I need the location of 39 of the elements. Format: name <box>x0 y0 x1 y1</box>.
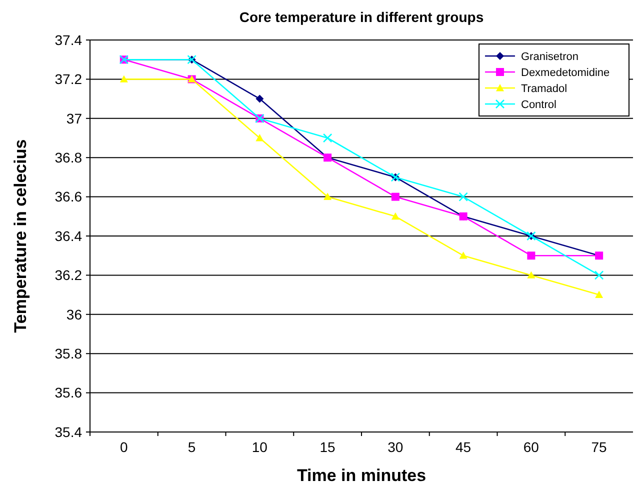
point <box>527 252 536 260</box>
x-tick-label: 10 <box>252 439 268 455</box>
y-tick-label: 36.8 <box>54 150 82 166</box>
x-tick-label: 5 <box>188 439 196 455</box>
x-tick-label: 60 <box>523 439 540 455</box>
point <box>324 192 332 200</box>
legend-label: Tramadol <box>521 82 568 95</box>
point <box>391 212 400 220</box>
y-tick-label: 35.4 <box>54 424 82 440</box>
y-axis-title: Temperature in celecius <box>11 139 30 333</box>
point <box>256 134 264 142</box>
y-tick-label: 37.2 <box>54 71 82 88</box>
point <box>595 290 604 298</box>
x-tick-label: 75 <box>591 439 608 455</box>
y-tick-label: 37 <box>66 110 82 126</box>
chart-title: Core temperature in different groups <box>239 9 484 25</box>
legend-label: Control <box>521 98 556 111</box>
point <box>594 270 604 280</box>
y-tick-label: 35.6 <box>54 384 82 401</box>
y-tick-label: 36.4 <box>54 228 82 244</box>
point <box>459 252 468 259</box>
point <box>120 75 128 82</box>
point <box>256 94 264 103</box>
y-tick-label: 36 <box>66 306 82 322</box>
point <box>458 192 468 202</box>
y-tick-label: 35.8 <box>54 346 82 362</box>
legend-label: Dexmedetomidine <box>521 66 610 79</box>
x-tick-label: 15 <box>320 439 336 455</box>
legend-label: Granisetron <box>521 50 578 63</box>
x-tick-label: 45 <box>456 439 472 455</box>
point <box>322 133 332 143</box>
y-tick-label: 36.2 <box>54 267 82 284</box>
y-tick-label: 37.4 <box>54 32 82 48</box>
x-axis-title: Time in minutes <box>296 466 426 485</box>
point <box>391 192 400 201</box>
y-tick-label: 36.6 <box>54 188 82 205</box>
x-tick-label: 30 <box>388 439 404 455</box>
point <box>527 271 536 278</box>
x-tick-label: 0 <box>120 439 128 455</box>
